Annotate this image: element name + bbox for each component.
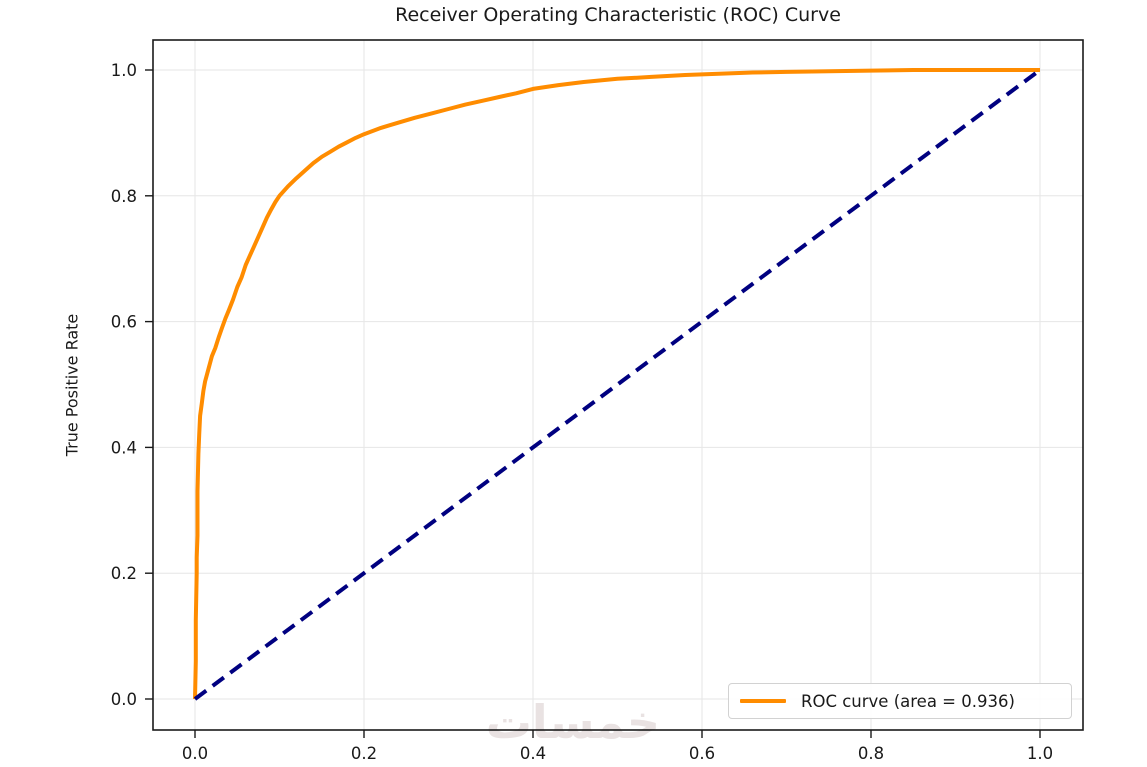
watermark-text: خمسات [485,695,660,749]
x-tick-label: 0.4 [520,744,546,763]
x-tick-label: 0.6 [689,744,715,763]
plot-border [152,39,1084,731]
x-tick-label: 0.8 [858,744,884,763]
legend-line-swatch [740,699,786,703]
y-tick-label: 0.2 [111,564,137,583]
roc-curve-line [193,68,1040,700]
y-tick-label: 1.0 [111,61,137,80]
legend-entry-label: ROC curve (area = 0.936) [801,691,1015,711]
y-tick-label: 0.6 [111,313,137,332]
x-tick-label: 0.2 [351,744,377,763]
tick-labels: 0.0 0.2 0.4 0.6 0.8 1.0 0.0 0.2 0.4 0.6 0.8 1.0 [111,61,1053,763]
y-tick-label: 0.8 [111,187,137,206]
gridlines [153,40,1083,730]
chance-diagonal-line [193,68,1042,701]
y-tick-label: 0.0 [111,690,137,709]
y-tick-label: 0.4 [111,438,137,457]
tick-marks [145,69,1041,738]
x-tick-label: 1.0 [1027,744,1053,763]
x-tick-label: 0.0 [182,744,208,763]
legend: ROC curve (area = 0.936) [728,683,1072,719]
series-lines [193,68,1042,701]
chart-title: Receiver Operating Characteristic (ROC) … [395,4,841,26]
